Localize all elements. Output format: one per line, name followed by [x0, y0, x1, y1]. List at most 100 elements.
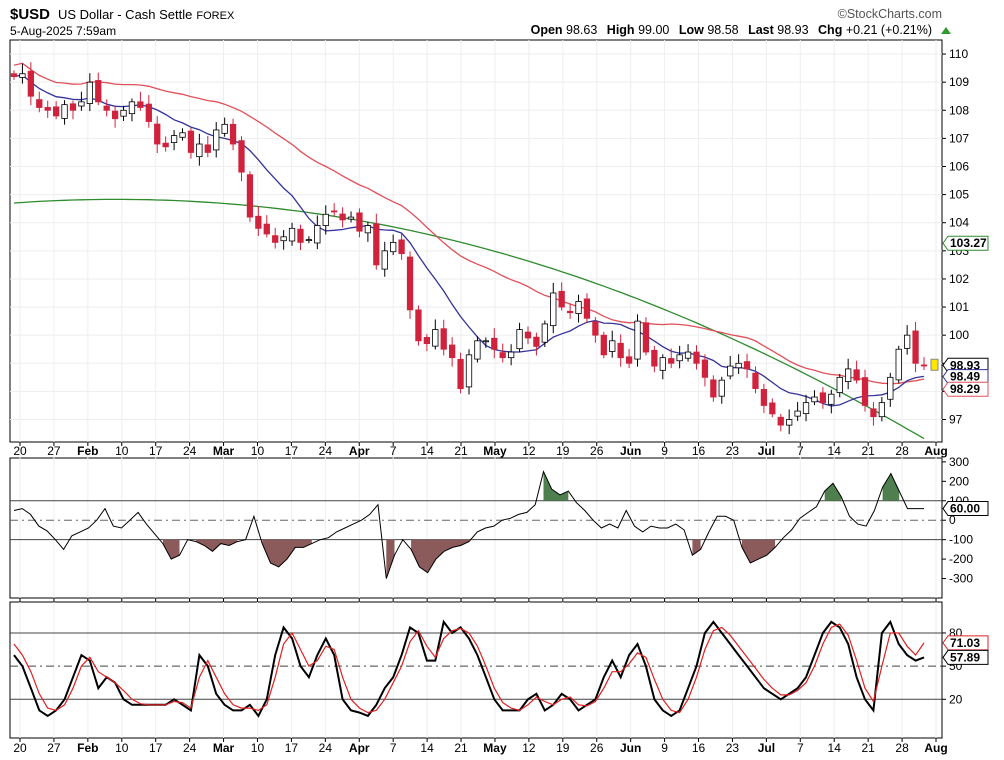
stoch-value-label-black-text: 57.89 [950, 650, 980, 664]
x-tick-label: 20 [13, 741, 27, 755]
candle-body [786, 419, 793, 426]
candle-body [693, 351, 700, 364]
candle-body [103, 105, 110, 111]
x-tick-label: 17 [285, 444, 299, 458]
x-tick-label: Aug [924, 444, 947, 458]
y-tick-label: 300 [949, 455, 969, 469]
ma-short-line [13, 74, 925, 407]
cci-oversold-fill [262, 539, 312, 567]
cci-oversold-fill [196, 539, 238, 552]
candle-body [204, 144, 211, 153]
price-panel [10, 62, 928, 440]
candle-body [27, 70, 34, 97]
candle-body [406, 256, 414, 311]
price-value-label-green-box [942, 235, 989, 251]
cci-oversold-fill [162, 539, 180, 560]
candle-body [491, 337, 498, 350]
stoch-value-label-red-box [942, 635, 989, 651]
y-tick-label: 102 [949, 272, 969, 286]
candle-body [44, 107, 51, 111]
candle-body [752, 372, 759, 389]
candle-body [356, 212, 363, 232]
cci-overbought-fill [543, 471, 569, 501]
stoch-panel [10, 619, 942, 718]
x-tick-label: 24 [319, 741, 333, 755]
y-tick-label: 101 [949, 300, 969, 314]
chg-label: Chg [818, 23, 843, 37]
candle-body [482, 340, 489, 343]
candle-body [280, 236, 287, 242]
x-tick-label: 17 [285, 741, 299, 755]
candle-body [811, 396, 818, 403]
x-tick-label: 21 [861, 444, 875, 458]
x-tick-label: 14 [828, 444, 842, 458]
x-tick-label: 16 [692, 741, 706, 755]
x-tick-label: 9 [661, 741, 668, 755]
ma-mid-line [13, 62, 925, 385]
candle-body [845, 368, 852, 382]
x-tick-label: 7 [390, 741, 397, 755]
candle-body [727, 365, 734, 377]
candle-body [179, 132, 186, 138]
price-value-label-red: 98.29 [942, 381, 989, 397]
candle-body [600, 334, 607, 356]
ma-long-line [13, 198, 925, 440]
candle-body [238, 140, 245, 173]
candle-body [36, 99, 43, 108]
candle-body [373, 223, 380, 266]
candle-body [390, 242, 397, 253]
price-value-label-blue-box [942, 369, 989, 385]
x-tick-label: 21 [454, 741, 468, 755]
x-tick-label: Jul [758, 444, 775, 458]
candle-body [769, 402, 776, 415]
panel-frame-price [9, 39, 943, 443]
brand: ©StockCharts.com [837, 7, 942, 21]
x-tick-label: Apr [349, 741, 370, 755]
candle-body [524, 331, 532, 339]
candle-body [541, 323, 548, 343]
x-tick-label: 12 [522, 741, 536, 755]
x-tick-label: Mar [213, 741, 235, 755]
y-tick-label: 107 [949, 131, 969, 145]
candle-body [196, 143, 203, 158]
chg-value: +0.21 (+0.21%) [845, 23, 932, 37]
candle-body [861, 377, 869, 406]
y-tick-label: 108 [949, 103, 969, 117]
candle-body [625, 356, 633, 364]
stoch-value-label-red-text: 71.03 [950, 636, 980, 650]
cci-oversold-fill [742, 539, 776, 563]
last-label: Last [748, 23, 774, 37]
candle-body [449, 344, 456, 359]
x-tick-label: 19 [556, 444, 570, 458]
cci-line [13, 470, 924, 579]
x-tick-label: 23 [726, 444, 740, 458]
price-value-label-yellow-text: 98.93 [950, 358, 980, 372]
candle-body [339, 213, 346, 221]
instrument-name: US Dollar - Cash Settle FOREX [58, 7, 234, 22]
candle-body [297, 228, 304, 243]
candle-body [263, 223, 270, 235]
x-tick-label: 14 [420, 741, 434, 755]
x-tick-label: Jun [620, 444, 641, 458]
x-tick-label: 24 [183, 741, 197, 755]
x-tick-label: Apr [349, 444, 370, 458]
price-value-label-yellow: 98.93 [942, 357, 989, 373]
y-tick-label: -300 [949, 572, 973, 586]
x-tick-label: 27 [47, 741, 61, 755]
candle-body [566, 310, 574, 314]
panel-frames [9, 39, 943, 739]
candle-body [743, 361, 751, 370]
stoch-value-label-black: 57.89 [942, 649, 989, 665]
candle-body [10, 73, 18, 77]
stoch-k-line [13, 619, 925, 718]
cci-oversold-fill [692, 539, 701, 556]
x-tick-label: 12 [522, 444, 536, 458]
candle-body [170, 135, 178, 144]
x-tick-label: 10 [251, 741, 265, 755]
ohlc-bar: Open 98.63 High 99.00 Low 98.58 Last 98.… [531, 23, 938, 37]
candle-body [836, 376, 843, 393]
candle-body [550, 292, 557, 327]
stoch-value-label-black-box [942, 649, 989, 665]
cci-overbought-fill [882, 473, 900, 501]
